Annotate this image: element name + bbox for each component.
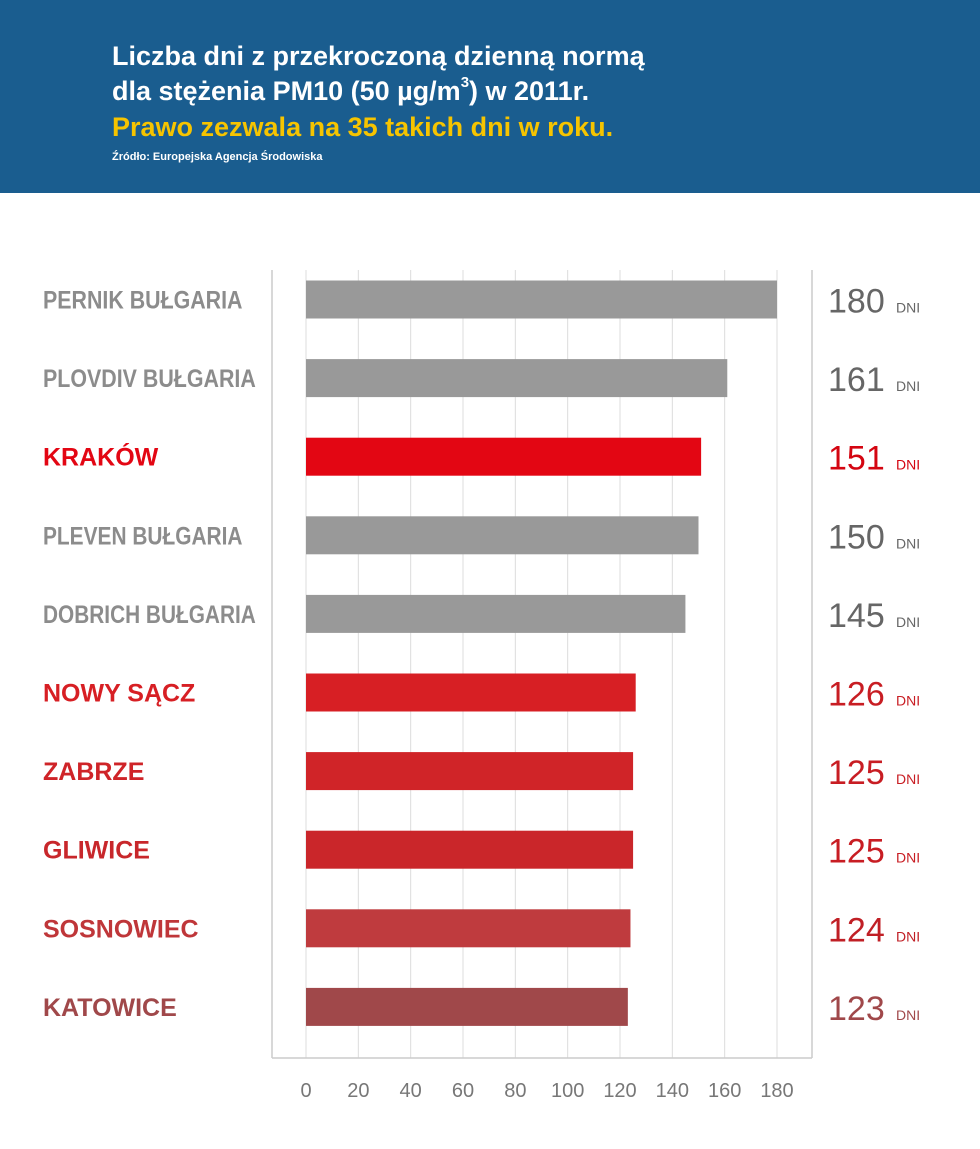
category-label: KATOWICE [43,994,177,1022]
value-unit-label: DNI [896,928,920,944]
value-unit-label: DNI [896,1007,920,1023]
bar [306,673,636,712]
category-label: PERNIK BUŁGARIA [43,287,243,315]
bar [306,437,702,476]
value-unit-label: DNI [896,378,920,394]
value-unit-label: DNI [896,457,920,473]
category-label: GLIWICE [43,837,150,865]
value-unit-label: DNI [896,614,920,630]
category-label: ZABRZE [43,758,144,786]
x-tick-label-60: 60 [452,1080,474,1102]
value-label: 151 [828,440,885,478]
bar [306,594,686,633]
value-label: 124 [828,911,885,949]
value-unit-label: DNI [896,693,920,709]
value-label: 180 [828,283,885,321]
chart-subtitle: Prawo zezwala na 35 takich dni w roku. [112,112,614,142]
value-unit-label: DNI [896,535,920,551]
x-tick-label-140: 140 [656,1080,689,1102]
chart-title-line2-end: ) w 2011r. [469,76,590,106]
chart-title-line2: dla stężenia PM10 (50 µg/m3) w 2011r. [112,75,589,107]
chart-title-superscript: 3 [460,74,470,91]
value-label: 125 [828,754,885,792]
category-label: PLOVDIV BUŁGARIA [43,365,256,393]
value-label: 145 [828,597,885,635]
value-label: 123 [828,990,885,1028]
category-label: PLEVEN BUŁGARIA [43,522,243,550]
category-label: DOBRICH BUŁGARIA [43,601,256,629]
chart-source: Źródło: Europejska Agencja Środowiska [112,151,323,163]
value-label: 126 [828,676,885,714]
value-label: 150 [828,518,885,556]
chart-title-line1: Liczba dni z przekroczoną dzienną normą [112,41,645,71]
value-unit-label: DNI [896,771,920,787]
category-label: SOSNOWIEC [43,915,199,943]
x-tick-label-0: 0 [300,1080,311,1102]
x-tick-label-180: 180 [760,1080,793,1102]
value-unit-label: DNI [896,850,920,866]
x-tick-label-20: 20 [347,1080,369,1102]
bar [306,830,634,869]
bar [306,909,631,948]
x-tick-label-160: 160 [708,1080,741,1102]
bar [306,280,777,319]
value-label: 125 [828,833,885,871]
chart-title-line2-start: dla stężenia PM10 (50 µg/m [112,76,461,106]
category-label: KRAKÓW [43,442,159,472]
chart-header: Liczba dni z przekroczoną dzienną normą … [0,0,980,193]
x-tick-label-100: 100 [551,1080,584,1102]
bar [306,359,728,398]
bar [306,516,699,555]
value-unit-label: DNI [896,300,920,316]
x-tick-label-40: 40 [400,1080,422,1102]
bar [306,752,634,791]
value-label: 161 [828,361,885,399]
x-tick-label-120: 120 [603,1080,636,1102]
bar [306,987,628,1026]
x-tick-label-80: 80 [504,1080,526,1102]
category-label: NOWY SĄCZ [43,680,195,708]
